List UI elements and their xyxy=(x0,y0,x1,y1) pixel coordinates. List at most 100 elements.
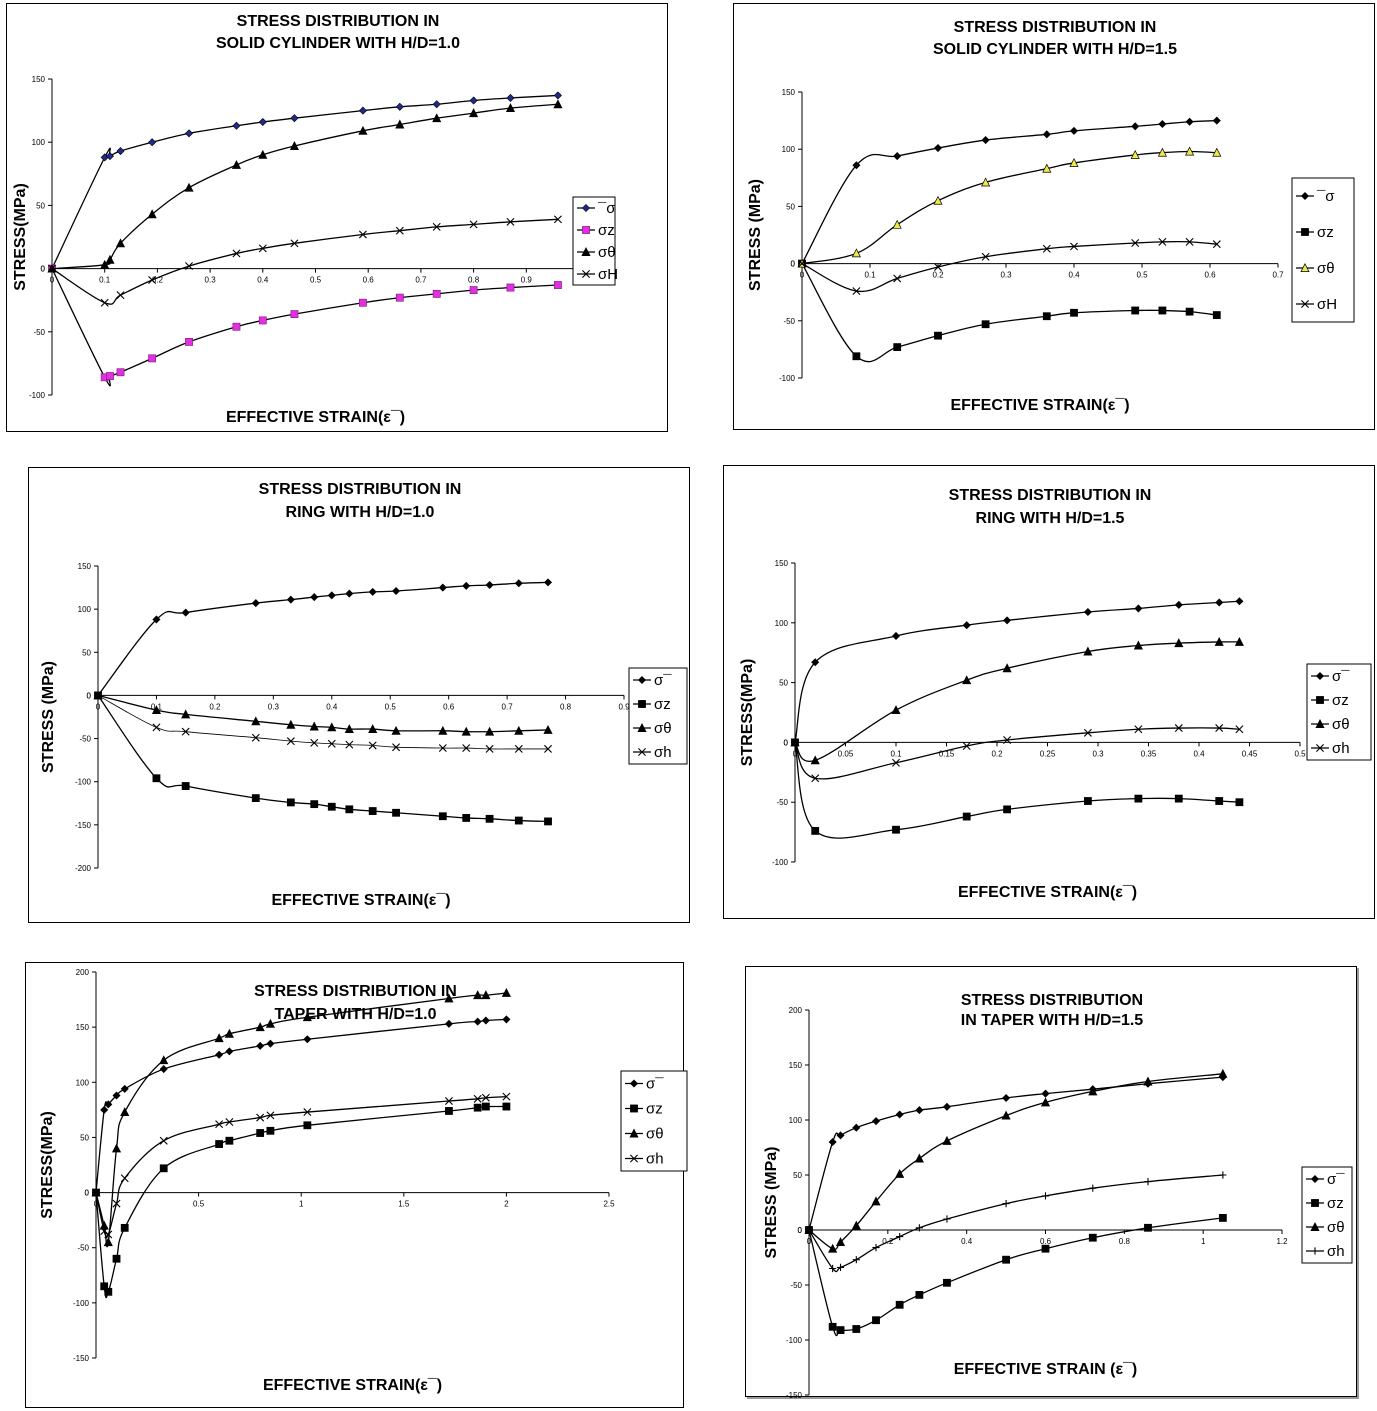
data-point xyxy=(473,1103,482,1112)
data-point xyxy=(893,152,902,161)
data-point xyxy=(181,709,191,719)
data-point xyxy=(368,807,377,815)
chart-panel-1: STRESS DISTRIBUTION IN SOLID CYLINDER WIT… xyxy=(6,3,668,432)
legend-marker xyxy=(638,700,646,708)
x-tick-label: 0.5 xyxy=(1294,749,1306,758)
data-point xyxy=(309,721,319,731)
data-point xyxy=(1083,608,1092,617)
data-point xyxy=(104,1230,113,1239)
data-point xyxy=(327,591,336,600)
series-line xyxy=(801,150,1217,265)
data-point xyxy=(942,1135,952,1145)
x-tick-label: 0.35 xyxy=(1141,749,1157,758)
series-4 xyxy=(805,1171,1227,1273)
data-point xyxy=(232,322,241,331)
y-tick-label: 0 xyxy=(87,691,92,700)
y-tick-label: 200 xyxy=(789,1006,803,1015)
data-point xyxy=(116,368,125,377)
data-point xyxy=(851,248,861,258)
x-tick-label: 0 xyxy=(807,1237,812,1246)
y-tick-label: 150 xyxy=(78,562,92,571)
data-point xyxy=(514,744,523,753)
data-point xyxy=(215,1120,224,1129)
y-axis-title: STRESS(MPa) xyxy=(12,183,29,291)
series-line xyxy=(794,641,1240,763)
data-point xyxy=(1215,598,1224,607)
data-point xyxy=(1042,130,1051,139)
data-point xyxy=(120,1084,129,1093)
data-point xyxy=(395,102,404,111)
chart-panel-2: STRESS DISTRIBUTION IN SOLID CYLINDER WIT… xyxy=(733,3,1375,430)
data-point xyxy=(1215,797,1224,805)
data-point xyxy=(266,1111,275,1120)
y-tick-label: -50 xyxy=(776,798,788,807)
x-tick-label: 0.5 xyxy=(193,1200,205,1209)
x-tick-label: 0.9 xyxy=(521,276,533,285)
x-tick-label: 2.5 xyxy=(603,1200,615,1209)
x-tick-label: 0.2 xyxy=(932,271,944,280)
data-point xyxy=(100,259,110,269)
data-point xyxy=(893,274,902,283)
x-tick-label: 2 xyxy=(504,1200,509,1209)
data-point xyxy=(345,740,354,749)
series-4 xyxy=(798,237,1221,296)
data-point xyxy=(159,1136,168,1145)
x-tick-label: 0.25 xyxy=(1040,749,1056,758)
data-point xyxy=(1235,725,1244,734)
data-point xyxy=(895,1168,905,1178)
y-tick-label: 0 xyxy=(784,738,789,747)
legend-label: σθ xyxy=(654,720,672,737)
x-tick-label: 0.8 xyxy=(560,702,572,711)
data-point xyxy=(100,1105,109,1114)
legend-label: σH xyxy=(1317,296,1337,313)
data-point xyxy=(251,716,261,726)
data-point xyxy=(152,615,161,624)
data-point xyxy=(290,114,299,123)
legend-marker xyxy=(1310,1174,1320,1184)
y-tick-label: 0 xyxy=(41,265,46,274)
data-point xyxy=(1041,1089,1050,1098)
data-point xyxy=(112,1091,121,1100)
data-point xyxy=(981,136,990,145)
data-point xyxy=(256,1041,265,1050)
y-tick-label: 150 xyxy=(789,1061,803,1070)
data-point xyxy=(215,1140,224,1148)
chart-panel-3: STRESS DISTRIBUTION IN RING WITH H/D=1.0 -… xyxy=(28,467,690,923)
data-point xyxy=(120,1174,129,1183)
data-point xyxy=(828,1243,838,1253)
chart-title-line2: RING WITH H/D=1.5 xyxy=(976,510,1125,527)
chart-1: STRESS DISTRIBUTION IN SOLID CYLINDER WIT… xyxy=(12,13,618,426)
legend-marker xyxy=(637,675,647,685)
series-1 xyxy=(790,597,1244,747)
legend-label: σz xyxy=(598,222,615,239)
x-axis-title: EFFECTIVE STRAIN(ε¯) xyxy=(958,884,1137,901)
series-line xyxy=(97,694,549,733)
data-point xyxy=(462,581,471,590)
chart-2: STRESS DISTRIBUTION IN SOLID CYLINDER WIT… xyxy=(747,19,1355,414)
x-tick-label: 1 xyxy=(1201,1237,1206,1246)
chart-title-line2: TAPER WITH H/D=1.0 xyxy=(275,1006,437,1023)
data-point xyxy=(934,331,942,340)
data-point xyxy=(543,578,553,587)
y-tick-label: -50 xyxy=(783,317,795,326)
legend-label: σ¯ xyxy=(646,1076,664,1093)
data-point xyxy=(290,310,299,319)
legend-marker xyxy=(1300,263,1310,272)
data-point xyxy=(915,1224,923,1232)
y-tick-label: -100 xyxy=(786,1336,803,1345)
series-2 xyxy=(791,738,1244,839)
x-tick-label: 0.4 xyxy=(1193,749,1205,758)
y-tick-label: 100 xyxy=(76,1078,90,1087)
series-2 xyxy=(805,1214,1227,1337)
data-point xyxy=(116,147,125,156)
y-tick-label: -200 xyxy=(75,864,92,873)
data-point xyxy=(258,244,267,253)
data-point xyxy=(942,1102,951,1111)
x-tick-label: 0.3 xyxy=(1000,271,1012,280)
data-point xyxy=(358,230,367,239)
data-point xyxy=(836,1131,845,1140)
legend-marker xyxy=(1316,744,1324,752)
data-point xyxy=(232,121,241,130)
data-point xyxy=(1144,1223,1152,1232)
legend-marker xyxy=(1315,719,1325,728)
